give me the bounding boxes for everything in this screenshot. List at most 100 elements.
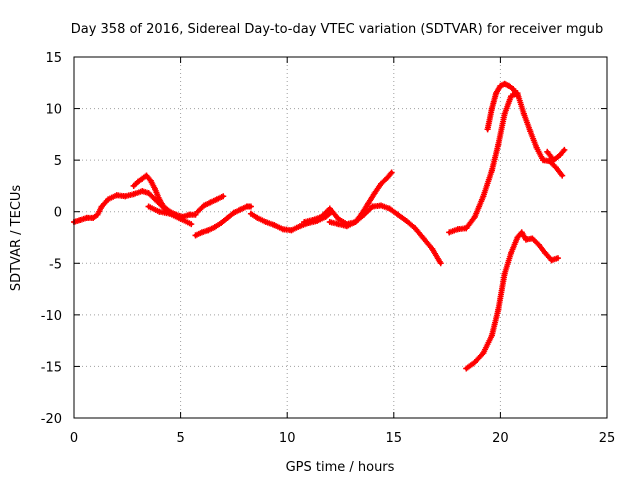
y-tick-label: -10: [41, 309, 62, 324]
data-point: [522, 236, 529, 243]
data-point: [166, 210, 173, 217]
series-arc-3: [145, 203, 195, 228]
data-point: [296, 223, 303, 230]
data-point: [192, 232, 199, 239]
data-point: [247, 203, 254, 210]
data-layer: [71, 80, 568, 372]
data-point: [134, 178, 141, 185]
data-point: [83, 214, 90, 221]
data-point: [188, 221, 195, 228]
data-point: [326, 205, 333, 212]
x-tick-label: 20: [492, 431, 509, 446]
data-point: [403, 217, 410, 224]
data-point: [378, 202, 385, 209]
data-point: [220, 193, 227, 200]
x-tick-label: 0: [70, 431, 78, 446]
data-point: [122, 193, 129, 200]
data-point: [437, 260, 444, 267]
data-point: [463, 365, 470, 372]
data-point: [395, 211, 402, 218]
y-tick-label: -15: [41, 360, 62, 375]
y-tick-label: -5: [49, 257, 62, 272]
series-arc-8: [326, 169, 395, 230]
data-point: [198, 229, 205, 236]
data-point: [454, 226, 461, 233]
data-point: [90, 214, 97, 221]
data-point: [412, 225, 419, 232]
data-point: [213, 196, 220, 203]
data-point: [488, 105, 495, 112]
data-point: [271, 222, 278, 229]
data-point: [201, 202, 208, 209]
data-point: [145, 203, 152, 210]
data-point: [520, 110, 527, 117]
data-point: [254, 214, 261, 221]
series-arc-6: [247, 208, 335, 234]
data-point: [484, 126, 491, 133]
data-point: [301, 219, 308, 226]
series-arc-10: [484, 80, 521, 133]
data-point: [559, 172, 566, 179]
data-point: [224, 214, 231, 221]
data-point: [152, 186, 159, 193]
data-point: [429, 245, 436, 252]
y-tick-label: 15: [45, 51, 62, 66]
data-point: [318, 213, 325, 220]
data-point: [471, 213, 478, 220]
data-point: [533, 144, 540, 151]
data-point: [546, 158, 553, 165]
series-arc-4: [192, 203, 254, 239]
data-point: [358, 210, 365, 217]
data-point: [501, 80, 508, 87]
series-arc-11: [544, 146, 568, 164]
data-point: [463, 225, 470, 232]
data-point: [105, 196, 112, 203]
data-point: [145, 190, 152, 197]
x-tick-label: 25: [599, 431, 616, 446]
data-point: [529, 235, 536, 242]
data-point: [550, 157, 557, 164]
plot-frame: [73, 56, 608, 419]
data-point: [501, 110, 508, 117]
data-point: [384, 174, 391, 181]
data-point: [548, 257, 555, 264]
y-axis-label: SDTVAR / TECUs: [9, 185, 24, 292]
data-point: [288, 227, 295, 234]
data-point: [130, 191, 137, 198]
data-point: [508, 93, 515, 100]
data-point: [505, 82, 512, 89]
data-point: [230, 209, 237, 216]
x-axis-label: GPS time / hours: [286, 460, 395, 475]
data-point: [557, 151, 564, 158]
data-point: [514, 234, 521, 241]
data-point: [497, 82, 504, 89]
axis-layer: 0 5 10 15 20 25 15 10 5 0 -5 -10 -15 -20: [41, 51, 616, 446]
data-point: [540, 157, 547, 164]
data-point: [186, 211, 193, 218]
data-point: [343, 223, 350, 230]
data-point: [527, 128, 534, 135]
data-point: [480, 193, 487, 200]
series-arc-9: [446, 90, 566, 236]
data-point: [544, 148, 551, 155]
data-point: [205, 227, 212, 234]
data-point: [480, 350, 487, 357]
data-point: [279, 226, 286, 233]
data-point: [143, 172, 150, 179]
x-tick-label: 10: [279, 431, 296, 446]
data-point: [207, 199, 214, 206]
chart-title: Day 358 of 2016, Sidereal Day-to-day VTE…: [71, 22, 604, 37]
data-point: [139, 188, 146, 195]
x-tick-label: 5: [176, 431, 184, 446]
data-point: [518, 229, 525, 236]
series-arc-12: [463, 229, 561, 372]
y-tick-label: 10: [45, 103, 62, 118]
data-point: [147, 177, 154, 184]
y-tick-label: 5: [54, 154, 62, 169]
data-point: [156, 196, 163, 203]
data-point: [510, 85, 517, 92]
series-arc-5: [194, 193, 227, 215]
data-point: [326, 219, 333, 226]
data-point: [514, 93, 521, 100]
data-point: [194, 208, 201, 215]
